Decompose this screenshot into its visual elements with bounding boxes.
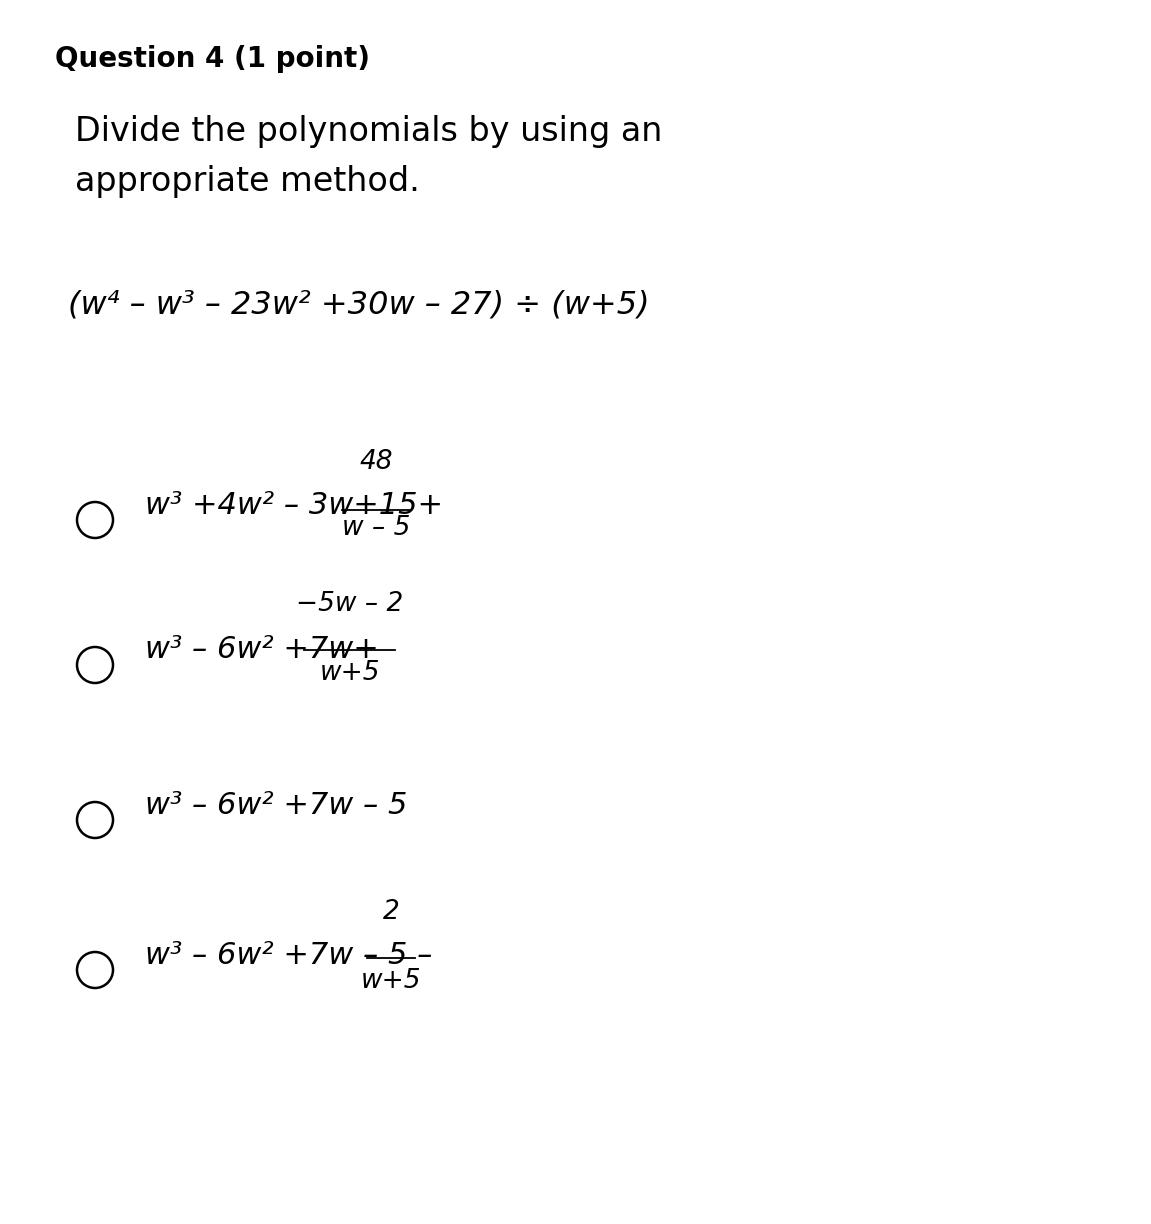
Text: 48: 48 <box>360 449 394 475</box>
Text: (w⁴ – w³ – 23w² +30w – 27) ÷ (w+5): (w⁴ – w³ – 23w² +30w – 27) ÷ (w+5) <box>68 290 649 321</box>
Text: 2: 2 <box>382 898 399 925</box>
Text: appropriate method.: appropriate method. <box>75 165 420 198</box>
Text: Question 4 (1 point): Question 4 (1 point) <box>55 45 369 73</box>
Text: w³ +4w² – 3w+15+: w³ +4w² – 3w+15+ <box>145 491 443 519</box>
Text: w³ – 6w² +7w+: w³ – 6w² +7w+ <box>145 635 379 665</box>
Text: w+5: w+5 <box>320 660 380 685</box>
Text: w+5: w+5 <box>360 968 421 994</box>
Text: Divide the polynomials by using an: Divide the polynomials by using an <box>75 115 662 148</box>
Text: w³ – 6w² +7w – 5 –: w³ – 6w² +7w – 5 – <box>145 940 433 969</box>
Text: −5w – 2: −5w – 2 <box>296 591 403 617</box>
Text: w – 5: w – 5 <box>342 515 411 541</box>
Text: w³ – 6w² +7w – 5: w³ – 6w² +7w – 5 <box>145 791 407 820</box>
